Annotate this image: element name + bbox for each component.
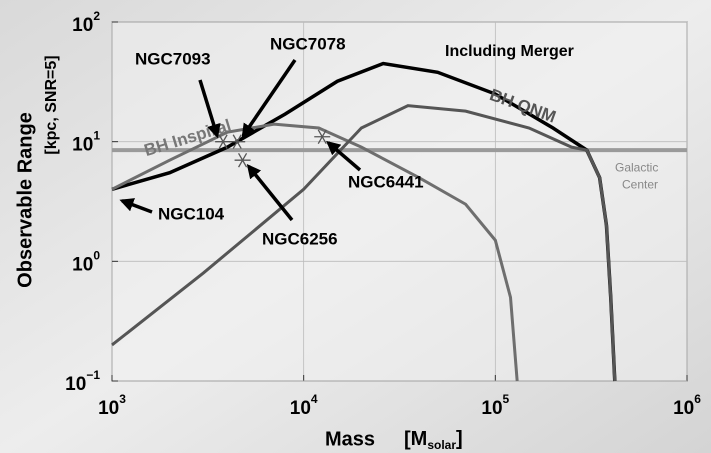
cluster-label: NGC7093 [135,49,211,68]
tick-exponent: 2 [93,9,100,23]
unit-sub: solar [427,438,456,452]
series-label: Including Merger [445,43,574,60]
x-axis-label: Mass [325,428,375,450]
tick-base: 10 [481,398,502,419]
tick-base: 10 [72,254,93,275]
tick-base: 10 [72,15,93,36]
tick-base: 10 [65,374,86,395]
cluster-label: NGC6256 [262,229,338,248]
plot-area [112,22,687,381]
tick-exponent: 0 [93,249,100,263]
tick-exponent: 4 [311,392,318,406]
cluster-label: NGC104 [158,204,225,223]
tick-exponent: −1 [86,368,100,382]
tick-base: 10 [72,135,93,156]
unit: M [411,428,428,450]
tick-exponent: 1 [93,129,100,143]
cluster-label: NGC7078 [270,34,346,53]
reference-label: Galactic [615,160,658,174]
tick-exponent: 3 [119,392,126,406]
tick-base: 10 [673,398,694,419]
tick-base: 10 [98,398,119,419]
y-axis-label: Observable Range [14,112,36,288]
tick-exponent: 5 [503,392,510,406]
tick-exponent: 6 [694,392,701,406]
reference-label: Center [622,177,658,191]
cluster-label: NGC6441 [348,172,424,191]
tick-base: 10 [290,398,311,419]
y-axis-sublabel: [kpc, SNR=5] [43,55,60,154]
chart: 10310410510610−1100101102GalacticCenterI… [0,0,711,453]
